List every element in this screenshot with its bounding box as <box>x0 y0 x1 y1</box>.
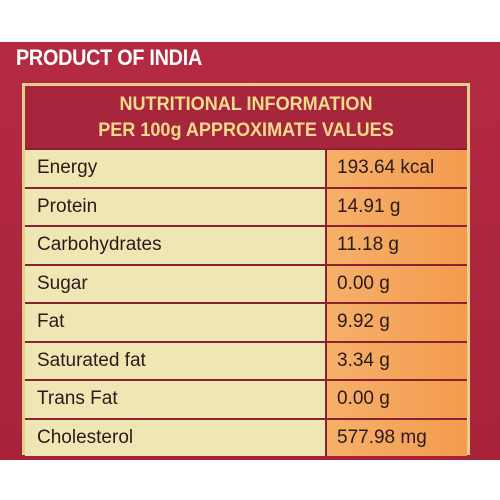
nutrient-value: 11.18 g <box>327 227 467 264</box>
nutrient-value: 14.91 g <box>327 188 467 225</box>
nutrient-value: 3.34 g <box>327 342 467 379</box>
nutrient-name: Sugar <box>25 265 327 302</box>
heading-line-1: NUTRITIONAL INFORMATION <box>119 94 373 115</box>
nutrient-name: Energy <box>25 150 327 187</box>
nutrition-table: Energy 193.64 kcal Protein 14.91 g Carbo… <box>25 148 467 456</box>
nutrient-name: Trans Fat <box>25 381 327 418</box>
table-row: Energy 193.64 kcal <box>25 148 467 187</box>
table-row: Saturated fat 3.34 g <box>25 340 467 379</box>
nutrient-name: Protein <box>25 188 327 225</box>
nutrition-heading: NUTRITIONAL INFORMATION PER 100g APPROXI… <box>25 86 467 148</box>
table-row: Protein 14.91 g <box>25 186 467 225</box>
table-row: Carbohydrates 11.18 g <box>25 225 467 264</box>
nutrient-name: Cholesterol <box>25 419 327 456</box>
table-row: Cholesterol 577.98 mg <box>25 417 467 456</box>
table-row: Sugar 0.00 g <box>25 263 467 302</box>
nutrient-name: Saturated fat <box>25 342 327 379</box>
nutrient-value: 577.98 mg <box>327 419 467 456</box>
nutrient-value: 0.00 g <box>327 265 467 302</box>
nutrition-panel: NUTRITIONAL INFORMATION PER 100g APPROXI… <box>22 83 470 456</box>
nutrient-value: 9.92 g <box>327 304 467 341</box>
nutrient-name: Carbohydrates <box>25 227 327 264</box>
nutrient-value: 193.64 kcal <box>327 150 467 187</box>
table-row: Fat 9.92 g <box>25 302 467 341</box>
nutrient-name: Fat <box>25 304 327 341</box>
origin-label: PRODUCT OF INDIA <box>16 45 202 70</box>
nutrient-value: 0.00 g <box>327 381 467 418</box>
table-row: Trans Fat 0.00 g <box>25 379 467 418</box>
heading-line-2: PER 100g APPROXIMATE VALUES <box>98 120 394 141</box>
